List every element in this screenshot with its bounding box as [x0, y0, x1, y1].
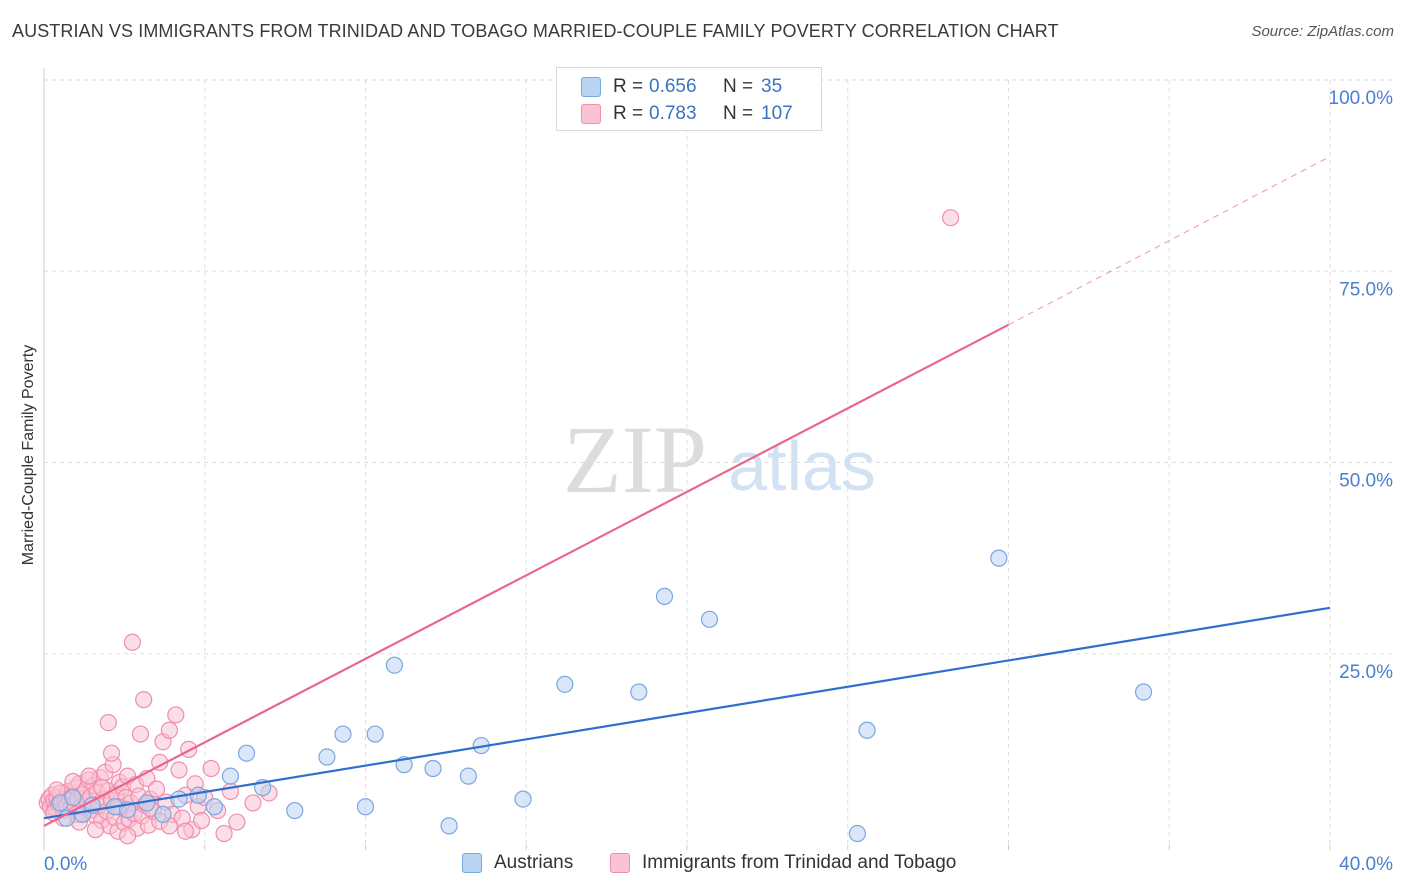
trinidad-point [176, 822, 195, 840]
trinidad-point [160, 721, 178, 739]
bottom-legend-swatch-pink [610, 853, 630, 873]
trinidad-point [215, 824, 233, 843]
bottom-legend-label: Immigrants from Trinidad and Tobago [642, 852, 957, 873]
austrians-point [189, 786, 207, 804]
y-tick-label: 25.0% [1339, 662, 1393, 683]
chart-title: AUSTRIAN VS IMMIGRANTS FROM TRINIDAD AND… [12, 21, 1059, 41]
trinidad-point [180, 740, 198, 758]
watermark-atlas: atlas [728, 427, 876, 505]
austrians-point [237, 744, 256, 762]
austrians-point [366, 725, 384, 743]
watermark-zip: ZIP [563, 406, 707, 513]
austrians-point [170, 790, 188, 808]
austrians-point [64, 788, 82, 807]
pink-points-layer [38, 209, 960, 845]
trend-lines-layer [43, 156, 1331, 827]
source-label: Source: ZipAtlas.com [1251, 23, 1394, 40]
trinidad-point [80, 767, 98, 785]
legend-n-value: 35 [761, 76, 783, 97]
trinidad-point [102, 744, 121, 762]
grid-layer [43, 68, 1392, 850]
trinidad-trend-line [43, 323, 1010, 827]
trinidad-trend-line-extension [1008, 156, 1331, 326]
trinidad-point [228, 813, 246, 831]
watermark: ZIP atlas [563, 406, 876, 513]
austrians-point [858, 721, 876, 739]
y-tick-label: 50.0% [1339, 471, 1393, 492]
trinidad-point [942, 209, 960, 227]
trinidad-point [131, 725, 150, 743]
legend-r-value: 0.783 [649, 103, 697, 124]
austrians-point [848, 824, 866, 843]
austrians-point [356, 798, 375, 816]
trinidad-point [244, 794, 262, 812]
austrians-point [154, 805, 172, 824]
x-tick-label: 0.0% [44, 854, 87, 875]
bottom-legend-swatch-blue [462, 853, 482, 873]
y-tick-label: 100.0% [1329, 88, 1394, 109]
austrians-point [700, 610, 719, 628]
trinidad-point [135, 691, 153, 709]
legend-r-label: R = [613, 103, 644, 124]
trinidad-point [192, 811, 211, 830]
bottom-legend-label: Austrians [494, 852, 574, 873]
legend-n-label: N = [723, 103, 754, 124]
trinidad-point [86, 821, 105, 839]
correlation-legend: R = 0.656 N = 35 R = 0.783 N = 107 [556, 67, 822, 131]
austrians-point [424, 759, 442, 778]
blue-points-layer [51, 549, 1153, 843]
austrians-point [1134, 683, 1153, 701]
trinidad-point [170, 761, 188, 779]
austrians-point [286, 801, 304, 820]
trinidad-point [118, 827, 137, 845]
austrians-trend-line [43, 606, 1331, 820]
trinidad-point [64, 772, 82, 791]
austrians-point [514, 790, 532, 808]
tick-labels-layer: 25.0% 50.0% 75.0% 100.0% 0.0% 40.0% [44, 88, 1393, 875]
austrians-point [459, 767, 477, 785]
austrians-point [221, 767, 240, 785]
trinidad-point [167, 706, 185, 724]
austrians-point [630, 683, 648, 701]
austrians-point [385, 656, 404, 674]
trinidad-point [123, 633, 142, 651]
legend-n-value: 107 [761, 103, 793, 124]
legend-r-value: 0.656 [649, 76, 697, 97]
austrians-point [655, 587, 674, 605]
trinidad-point [202, 759, 220, 778]
trinidad-point [147, 780, 166, 798]
austrians-point [334, 725, 352, 743]
austrians-point [556, 675, 574, 693]
legend-swatch-blue [581, 77, 601, 97]
legend-r-label: R = [613, 76, 644, 97]
austrians-point [318, 748, 336, 766]
legend-n-label: N = [723, 76, 754, 97]
legend-swatch-pink [581, 104, 601, 124]
y-tick-label: 75.0% [1339, 279, 1393, 300]
x-tick-label: 40.0% [1339, 854, 1393, 875]
austrians-point [440, 817, 458, 835]
austrians-point [990, 549, 1008, 567]
austrians-point [205, 798, 223, 816]
trinidad-point [99, 713, 117, 732]
